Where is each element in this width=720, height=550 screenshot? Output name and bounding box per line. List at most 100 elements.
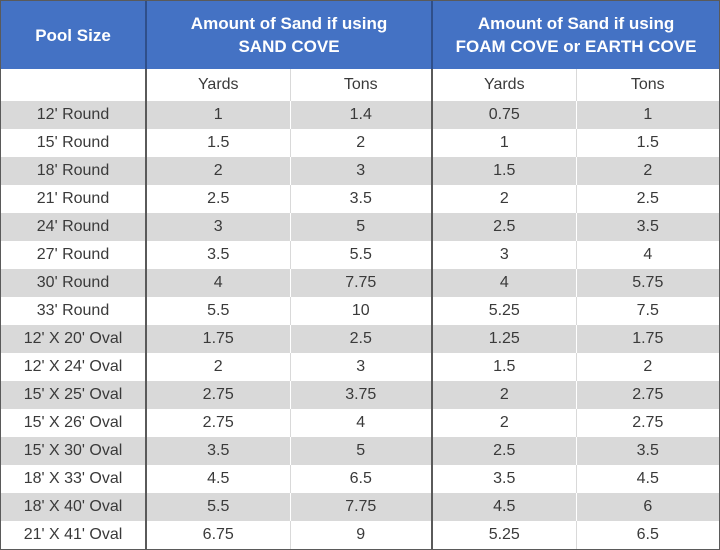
sand-cove-tons-cell: 3 [289, 353, 433, 381]
sand-cove-tons-cell: 5 [289, 437, 433, 465]
pool-size-header: Pool Size [1, 1, 146, 69]
foam-cove-yards-cell: 2.5 [431, 213, 577, 241]
sand-cove-tons-header: Tons [289, 69, 433, 101]
foam-cove-tons-cell: 2.75 [575, 381, 720, 409]
sand-cove-yards-cell: 2 [145, 157, 290, 185]
pool-size-cell: 18' Round [1, 157, 146, 185]
foam-earth-cove-header-line2: FOAM COVE or EARTH COVE [455, 37, 697, 56]
sand-cove-yards-cell: 3 [145, 213, 290, 241]
foam-cove-tons-cell: 2 [575, 353, 720, 381]
table-header-row: Pool Size Amount of Sand if using SAND C… [1, 1, 720, 69]
foam-cove-yards-cell: 1.25 [431, 325, 577, 353]
table-row: 33' Round 5.5 10 5.25 7.5 [1, 297, 720, 325]
sand-cove-yards-cell: 3.5 [145, 437, 290, 465]
sand-cove-yards-cell: 5.5 [145, 493, 290, 521]
pool-size-cell: 15' X 25' Oval [1, 381, 146, 409]
sand-cove-yards-cell: 2.75 [145, 409, 290, 437]
table-row: 21' X 41' Oval 6.75 9 5.25 6.5 [1, 521, 720, 549]
sand-cove-tons-cell: 2 [289, 129, 433, 157]
sand-cove-yards-cell: 4 [145, 269, 290, 297]
table-row: 15' X 26' Oval 2.75 4 2 2.75 [1, 409, 720, 437]
foam-cove-yards-cell: 4.5 [431, 493, 577, 521]
sand-cove-tons-cell: 3 [289, 157, 433, 185]
foam-cove-yards-cell: 2 [431, 185, 577, 213]
sand-cove-yards-cell: 1.75 [145, 325, 290, 353]
sand-cove-tons-cell: 6.5 [289, 465, 433, 493]
foam-cove-tons-header: Tons [575, 69, 720, 101]
foam-earth-cove-header: Amount of Sand if using FOAM COVE or EAR… [431, 1, 720, 69]
sand-cove-yards-cell: 1 [145, 101, 290, 129]
pool-size-cell: 15' X 26' Oval [1, 409, 146, 437]
sand-cove-yards-cell: 2.5 [145, 185, 290, 213]
foam-cove-yards-cell: 2.5 [431, 437, 577, 465]
foam-cove-yards-cell: 5.25 [431, 521, 577, 549]
foam-cove-tons-cell: 2.75 [575, 409, 720, 437]
foam-cove-tons-cell: 4.5 [575, 465, 720, 493]
foam-cove-tons-cell: 1 [575, 101, 720, 129]
sand-cove-tons-cell: 9 [289, 521, 433, 549]
unit-header-blank [1, 69, 146, 101]
sand-cove-tons-cell: 3.75 [289, 381, 433, 409]
sand-cove-tons-cell: 5.5 [289, 241, 433, 269]
foam-earth-cove-header-line1: Amount of Sand if using [477, 14, 675, 33]
pool-size-cell: 21' Round [1, 185, 146, 213]
table-row: 30' Round 4 7.75 4 5.75 [1, 269, 720, 297]
pool-size-cell: 27' Round [1, 241, 146, 269]
foam-cove-tons-cell: 3.5 [575, 437, 720, 465]
sand-cove-yards-header: Yards [145, 69, 290, 101]
foam-cove-tons-cell: 3.5 [575, 213, 720, 241]
table-row: 12' X 20' Oval 1.75 2.5 1.25 1.75 [1, 325, 720, 353]
sand-cove-header-line1: Amount of Sand if using [190, 14, 388, 33]
table-row: 18' X 40' Oval 5.5 7.75 4.5 6 [1, 493, 720, 521]
foam-cove-yards-cell: 2 [431, 381, 577, 409]
foam-cove-yards-cell: 2 [431, 409, 577, 437]
foam-cove-tons-cell: 5.75 [575, 269, 720, 297]
pool-size-cell: 18' X 40' Oval [1, 493, 146, 521]
pool-size-cell: 21' X 41' Oval [1, 521, 146, 549]
foam-cove-tons-cell: 1.5 [575, 129, 720, 157]
sand-cove-yards-cell: 6.75 [145, 521, 290, 549]
table-row: 12' X 24' Oval 2 3 1.5 2 [1, 353, 720, 381]
pool-size-cell: 24' Round [1, 213, 146, 241]
foam-cove-yards-cell: 5.25 [431, 297, 577, 325]
sand-cove-header-line2: SAND COVE [238, 37, 340, 56]
foam-cove-tons-cell: 7.5 [575, 297, 720, 325]
pool-size-cell: 12' Round [1, 101, 146, 129]
sand-cove-tons-cell: 1.4 [289, 101, 433, 129]
foam-cove-yards-cell: 3.5 [431, 465, 577, 493]
sand-cove-yards-cell: 3.5 [145, 241, 290, 269]
table-row: 15' X 30' Oval 3.5 5 2.5 3.5 [1, 437, 720, 465]
table-row: 12' Round 1 1.4 0.75 1 [1, 101, 720, 129]
table-row: 27' Round 3.5 5.5 3 4 [1, 241, 720, 269]
table-row: 18' Round 2 3 1.5 2 [1, 157, 720, 185]
sand-cove-tons-cell: 7.75 [289, 269, 433, 297]
foam-cove-tons-cell: 1.75 [575, 325, 720, 353]
table-body: 12' Round 1 1.4 0.75 1 15' Round 1.5 2 1 1.5 18' R… [1, 101, 720, 549]
pool-size-cell: 30' Round [1, 269, 146, 297]
sand-cove-tons-cell: 7.75 [289, 493, 433, 521]
sand-cove-yards-cell: 5.5 [145, 297, 290, 325]
sand-cove-tons-cell: 4 [289, 409, 433, 437]
table-row: 24' Round 3 5 2.5 3.5 [1, 213, 720, 241]
unit-header-row: Yards Tons Yards Tons [1, 69, 720, 101]
foam-cove-yards-cell: 1 [431, 129, 577, 157]
sand-cove-yards-cell: 4.5 [145, 465, 290, 493]
pool-size-cell: 12' X 20' Oval [1, 325, 146, 353]
pool-size-cell: 15' X 30' Oval [1, 437, 146, 465]
pool-size-cell: 33' Round [1, 297, 146, 325]
table-row: 15' X 25' Oval 2.75 3.75 2 2.75 [1, 381, 720, 409]
sand-cove-tons-cell: 3.5 [289, 185, 433, 213]
foam-cove-yards-header: Yards [431, 69, 577, 101]
foam-cove-tons-cell: 4 [575, 241, 720, 269]
sand-cove-tons-cell: 10 [289, 297, 433, 325]
table-row: 15' Round 1.5 2 1 1.5 [1, 129, 720, 157]
foam-cove-tons-cell: 2 [575, 157, 720, 185]
foam-cove-tons-cell: 6 [575, 493, 720, 521]
sand-cove-header: Amount of Sand if using SAND COVE [144, 1, 433, 69]
sand-cove-tons-cell: 2.5 [289, 325, 433, 353]
sand-cove-yards-cell: 2.75 [145, 381, 290, 409]
foam-cove-tons-cell: 6.5 [575, 521, 720, 549]
table-row: 21' Round 2.5 3.5 2 2.5 [1, 185, 720, 213]
